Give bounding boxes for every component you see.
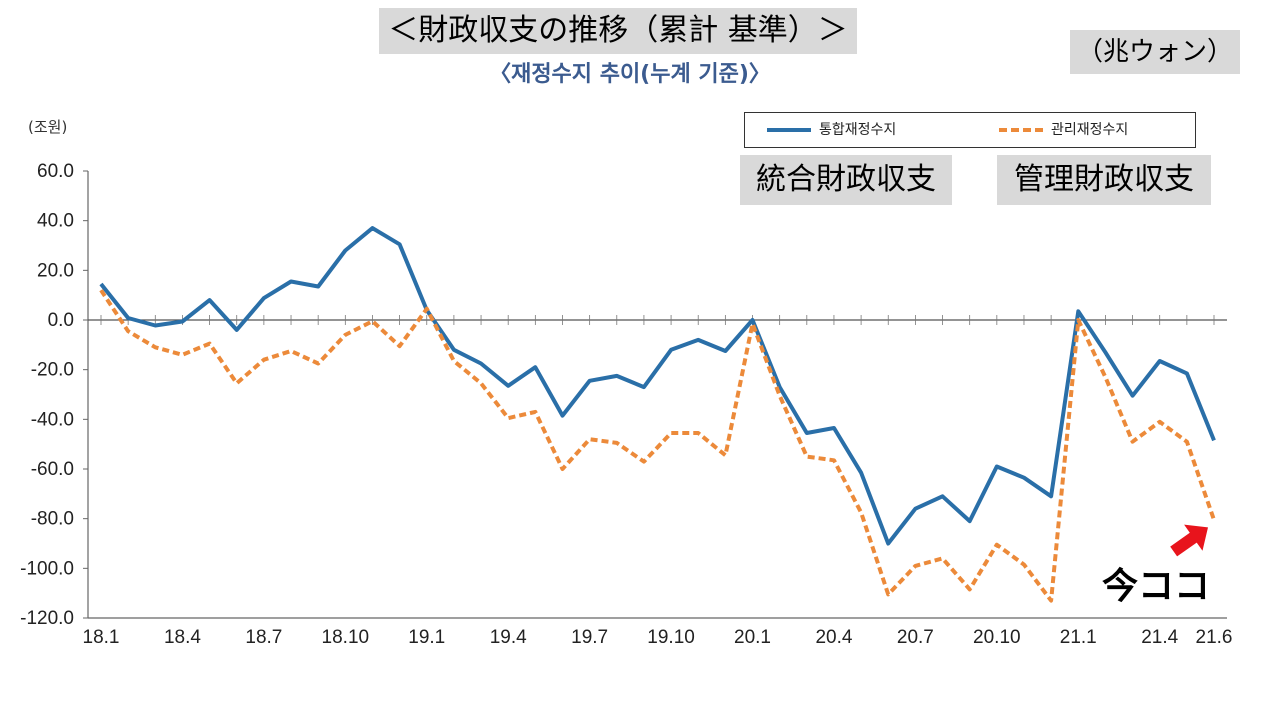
x-tick-label: 18.10 (322, 627, 370, 648)
unit-label-jp: （兆ウォン） (1070, 30, 1240, 74)
y-tick-label: -80.0 (31, 509, 74, 530)
chart-legend: 통합재정수지 관리재정수지 (744, 112, 1196, 148)
y-tick-label: -40.0 (31, 409, 74, 430)
y-tick-label: 60.0 (37, 161, 74, 182)
series2-jp-tag: 管理財政収支 (997, 155, 1211, 205)
x-tick-label: 18.7 (245, 627, 282, 648)
legend-item-series2: 관리재정수지 (999, 113, 1128, 147)
y-tick-label: -120.0 (20, 608, 74, 629)
series-line-2 (99, 289, 1216, 603)
x-tick-label: 18.1 (83, 627, 120, 648)
korean-chart-title: 〈재정수지 추이(누계 기준)〉 (489, 62, 771, 87)
x-tick-label: 19.10 (647, 627, 695, 648)
x-tick-label: 20.4 (815, 627, 852, 648)
legend-label-series2: 관리재정수지 (1051, 122, 1129, 138)
x-tick-label: 20.1 (734, 627, 771, 648)
x-tick-label: 20.10 (973, 627, 1021, 648)
y-tick-label: 20.0 (37, 260, 74, 281)
x-tick-label: 19.4 (490, 627, 527, 648)
x-tick-label: 19.7 (571, 627, 608, 648)
red-arrow-icon (1170, 524, 1208, 557)
legend-label-series1: 통합재정수지 (819, 122, 897, 138)
y-axis-unit: (조원) (28, 118, 68, 136)
x-tick-label: 21.6 (1196, 627, 1233, 648)
x-tick-label: 21.1 (1060, 627, 1097, 648)
legend-item-series1: 통합재정수지 (767, 113, 896, 147)
y-tick-label: -20.0 (31, 360, 74, 381)
legend-swatch-solid (767, 128, 811, 132)
y-tick-label: 0.0 (48, 310, 74, 331)
x-tick-label: 20.7 (897, 627, 934, 648)
x-tick-label: 18.4 (164, 627, 201, 648)
japanese-chart-title: ＜財政収支の推移（累計 基準）＞ (379, 8, 857, 54)
legend-swatch-dashed (999, 128, 1043, 132)
x-tick-label: 21.4 (1141, 627, 1178, 648)
series1-jp-tag: 統合財政収支 (740, 155, 952, 205)
now-here-label: 今ココ (1102, 566, 1211, 607)
series-line-1 (99, 226, 1216, 546)
y-tick-label: 40.0 (37, 211, 74, 232)
y-tick-label: -60.0 (31, 459, 74, 480)
y-tick-label: -100.0 (20, 558, 74, 579)
x-tick-label: 19.1 (408, 627, 445, 648)
